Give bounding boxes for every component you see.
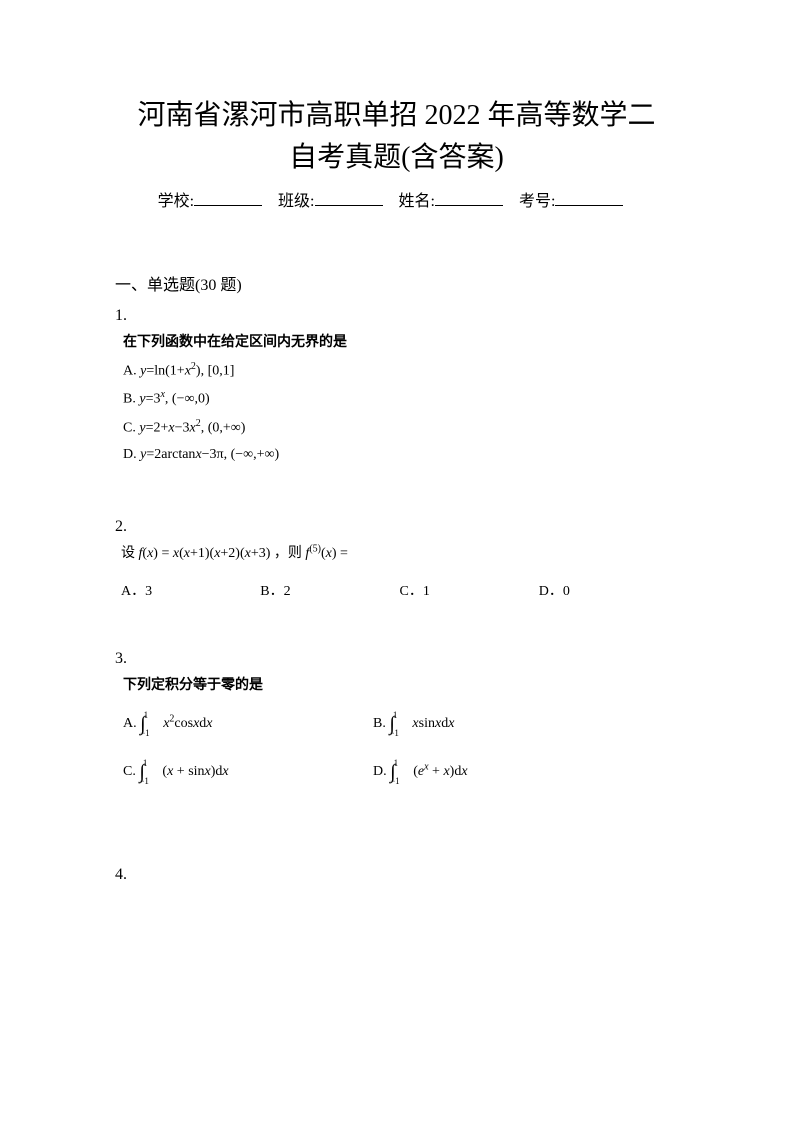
q3-d-label: D. <box>373 765 390 780</box>
section-header: 一、单选题(30 题) <box>115 271 678 295</box>
student-info-line: 学校: 班级: 姓名: 考号: <box>115 187 678 211</box>
q3-option-b: B. ∫1−1 xsinxdx <box>373 700 623 748</box>
q1-option-d: D. y=2arctanx−3π, (−∞,+∞) <box>115 442 678 469</box>
question-1: 1. 在下列函数中在给定区间内无界的是 A. y=ln(1+x2), [0,1]… <box>115 307 678 468</box>
title-line-1: 河南省漯河市高职单招 2022 年高等数学二 <box>115 95 678 137</box>
title-line-2: 自考真题(含答案) <box>115 137 678 179</box>
q1-prompt: 在下列函数中在给定区间内无界的是 <box>115 331 678 351</box>
q3-c-label: C. <box>123 765 139 780</box>
name-blank[interactable] <box>435 190 503 206</box>
q4-number: 4. <box>115 866 678 884</box>
class-blank[interactable] <box>315 190 383 206</box>
question-2: 2. 设 f(x) = x(x+1)(x+2)(x+3) ，则 f(5)(x) … <box>115 518 678 600</box>
q3-option-a: A. ∫1−1 x2cosxdx <box>123 700 373 748</box>
q2-options-row: A．3 B．2 C．1 D．0 <box>115 580 678 600</box>
q2-option-c: C．1 <box>400 580 539 600</box>
q2-option-d: D．0 <box>539 580 678 600</box>
q3-a-label: A. <box>123 717 140 732</box>
q2-option-b: B．2 <box>260 580 399 600</box>
q1-option-c: C. y=2+x−3x2, (0,+∞) <box>115 414 678 442</box>
exam-id-label: 考号: <box>519 193 555 210</box>
q1-option-b: B. y=3x, (−∞,0) <box>115 385 678 413</box>
q3-option-c: C. ∫1−1 (x + sinx)dx <box>123 748 373 796</box>
q2-option-a: A．3 <box>121 580 260 600</box>
q3-prompt: 下列定积分等于零的是 <box>115 674 678 694</box>
q3-number: 3. <box>115 650 678 668</box>
name-label: 姓名: <box>399 193 435 210</box>
question-4: 4. <box>115 866 678 884</box>
school-blank[interactable] <box>194 190 262 206</box>
page-title: 河南省漯河市高职单招 2022 年高等数学二 自考真题(含答案) <box>115 95 678 179</box>
q2-prompt: 设 f(x) = x(x+1)(x+2)(x+3) ，则 f(5)(x) = <box>115 542 678 562</box>
q3-row-1: A. ∫1−1 x2cosxdx B. ∫1−1 xsinxdx <box>115 700 678 748</box>
q1-number: 1. <box>115 307 678 325</box>
q2-number: 2. <box>115 518 678 536</box>
class-label: 班级: <box>278 193 314 210</box>
question-3: 3. 下列定积分等于零的是 A. ∫1−1 x2cosxdx B. ∫1−1 x… <box>115 650 678 796</box>
q3-row-2: C. ∫1−1 (x + sinx)dx D. ∫1−1 (ex + x)dx <box>115 748 678 796</box>
q3-b-label: B. <box>373 717 389 732</box>
q1-option-a: A. y=ln(1+x2), [0,1] <box>115 357 678 385</box>
q3-option-d: D. ∫1−1 (ex + x)dx <box>373 748 623 796</box>
q2-mid: ，则 <box>270 546 305 561</box>
school-label: 学校: <box>158 193 194 210</box>
q2-prefix: 设 <box>121 546 139 561</box>
exam-id-blank[interactable] <box>555 190 623 206</box>
